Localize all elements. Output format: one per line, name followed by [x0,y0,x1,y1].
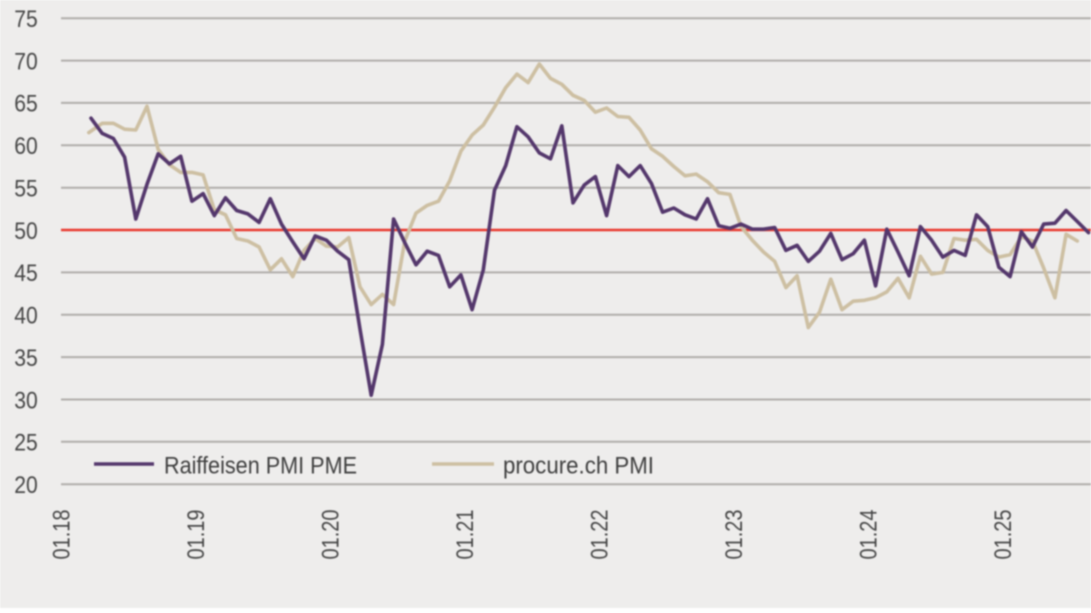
svg-text:01.25: 01.25 [990,510,1017,560]
svg-text:01.19: 01.19 [183,510,210,560]
svg-text:40: 40 [14,303,38,330]
svg-text:Raiffeisen PMI PME: Raiffeisen PMI PME [164,453,357,480]
svg-text:35: 35 [14,345,38,372]
svg-text:01.24: 01.24 [856,510,883,560]
svg-text:65: 65 [14,91,38,118]
svg-text:70: 70 [14,48,38,75]
svg-text:30: 30 [14,387,38,414]
svg-text:01.22: 01.22 [587,510,614,560]
svg-text:60: 60 [14,133,38,160]
svg-text:45: 45 [14,260,38,287]
svg-text:20: 20 [14,472,38,499]
svg-text:75: 75 [14,6,38,33]
svg-text:01.20: 01.20 [318,510,345,560]
svg-text:55: 55 [14,176,38,203]
svg-text:25: 25 [14,430,38,457]
svg-text:01.23: 01.23 [721,510,748,560]
svg-text:01.21: 01.21 [452,510,479,560]
svg-text:01.18: 01.18 [49,510,76,560]
svg-text:procure.ch PMI: procure.ch PMI [503,453,654,480]
svg-text:50: 50 [14,218,38,245]
